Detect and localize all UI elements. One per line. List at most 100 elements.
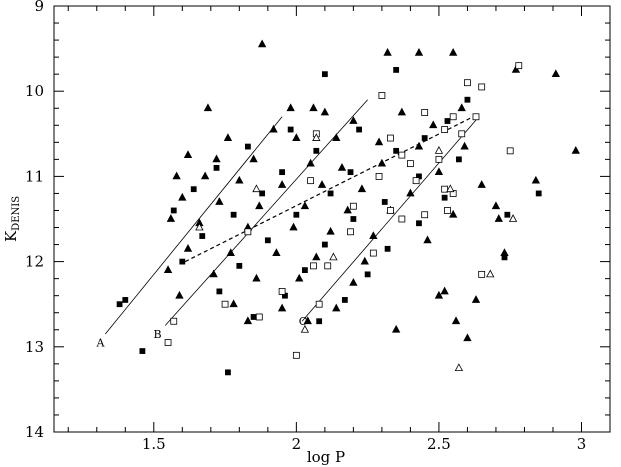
filled-triangle-point xyxy=(249,154,258,163)
open-triangle-point xyxy=(195,222,204,231)
filled-triangle-point xyxy=(571,145,580,154)
open-square-point xyxy=(444,207,451,214)
y-tick-label: 13 xyxy=(25,338,44,356)
filled-square-point xyxy=(230,211,237,218)
y-tick-label: 10 xyxy=(25,82,44,100)
filled-triangle-point xyxy=(172,171,181,180)
filled-triangle-point xyxy=(286,103,295,112)
filled-square-point xyxy=(504,211,511,218)
filled-triangle-point xyxy=(511,65,521,73)
filled-square-point xyxy=(421,135,428,141)
filled-triangle-point xyxy=(357,184,367,193)
filled-triangle-point xyxy=(269,124,278,133)
open-square-point xyxy=(278,288,286,295)
filled-triangle-point xyxy=(332,303,341,312)
filled-square-point xyxy=(347,169,354,176)
filled-square-point xyxy=(341,297,348,303)
filled-triangle-point xyxy=(477,180,486,188)
open-square-point xyxy=(515,62,523,70)
filled-triangle-point xyxy=(257,39,267,48)
y-axis-label: KDENIS xyxy=(2,196,22,242)
filled-triangle-point xyxy=(449,209,458,218)
filled-triangle-point xyxy=(303,316,312,325)
data-markers xyxy=(116,39,580,376)
open-square-point xyxy=(347,228,354,236)
filled-triangle-point xyxy=(272,248,281,256)
open-square-point xyxy=(369,249,377,257)
filled-triangle-point xyxy=(255,201,264,210)
filled-triangle-point xyxy=(312,252,321,261)
open-square-point xyxy=(349,202,357,210)
filled-square-point xyxy=(501,254,508,261)
y-tick-label: 9 xyxy=(34,0,44,15)
y-tick-label: 14 xyxy=(25,423,44,441)
line-labels: A B C xyxy=(95,315,307,349)
sequence-line xyxy=(301,116,480,322)
open-square-point xyxy=(387,207,394,214)
open-square-point xyxy=(375,172,383,180)
filled-square-point xyxy=(287,126,294,133)
filled-square-point xyxy=(302,267,308,274)
sequence-line xyxy=(105,116,283,335)
x-tick-label: 1.5 xyxy=(142,435,166,453)
filled-triangle-point xyxy=(391,324,401,333)
open-square-point xyxy=(407,160,414,168)
filled-square-point xyxy=(264,237,271,244)
filled-square-point xyxy=(455,156,462,163)
filled-square-point xyxy=(225,369,231,376)
filled-square-point xyxy=(116,301,123,308)
open-square-point xyxy=(421,109,429,116)
filled-triangle-point xyxy=(166,214,176,222)
filled-square-point xyxy=(441,194,448,201)
open-square-point xyxy=(478,270,486,278)
open-square-point xyxy=(310,262,317,270)
filled-triangle-point xyxy=(451,316,461,325)
open-square-point xyxy=(398,215,406,223)
filled-triangle-point xyxy=(494,214,503,222)
filled-triangle-point xyxy=(223,133,233,141)
filled-square-point xyxy=(464,96,471,103)
filled-triangle-point xyxy=(229,299,238,308)
filled-square-point xyxy=(179,258,186,265)
filled-triangle-point xyxy=(414,48,424,56)
filled-triangle-point xyxy=(215,197,224,205)
filled-triangle-point xyxy=(178,192,187,201)
filled-triangle-point xyxy=(460,141,469,150)
filled-square-point xyxy=(356,126,362,133)
filled-triangle-point xyxy=(531,175,541,184)
filled-triangle-point xyxy=(551,69,560,78)
filled-triangle-point xyxy=(414,141,424,150)
filled-square-point xyxy=(250,314,257,320)
filled-triangle-point xyxy=(326,226,335,235)
open-square-point xyxy=(421,211,429,219)
filled-square-point xyxy=(279,169,286,176)
open-triangle-point xyxy=(446,184,455,193)
open-square-point xyxy=(324,262,332,270)
filled-triangle-point xyxy=(434,290,444,299)
filled-triangle-point xyxy=(200,171,210,180)
open-square-point xyxy=(478,83,486,91)
open-square-point xyxy=(378,92,386,99)
filled-triangle-point xyxy=(429,120,438,129)
filled-triangle-point xyxy=(406,188,415,197)
filled-triangle-point xyxy=(337,163,347,171)
filled-square-point xyxy=(384,245,391,252)
x-tick-label: 2 xyxy=(292,435,302,453)
filled-triangle-point xyxy=(320,107,330,116)
open-square-point xyxy=(387,134,394,142)
open-square-point xyxy=(255,313,263,321)
filled-square-point xyxy=(316,318,323,325)
open-square-point xyxy=(449,113,457,121)
open-triangle-point xyxy=(312,133,321,141)
filled-triangle-point xyxy=(449,48,458,56)
filled-triangle-point xyxy=(277,180,287,188)
filled-triangle-point xyxy=(306,158,315,167)
filled-triangle-point xyxy=(226,248,235,256)
filled-triangle-point xyxy=(332,133,341,141)
filled-triangle-point xyxy=(243,316,253,325)
filled-square-point xyxy=(350,216,357,222)
filled-square-point xyxy=(213,164,220,171)
filled-square-point xyxy=(416,220,422,227)
filled-square-point xyxy=(216,288,223,295)
filled-triangle-point xyxy=(203,103,213,112)
